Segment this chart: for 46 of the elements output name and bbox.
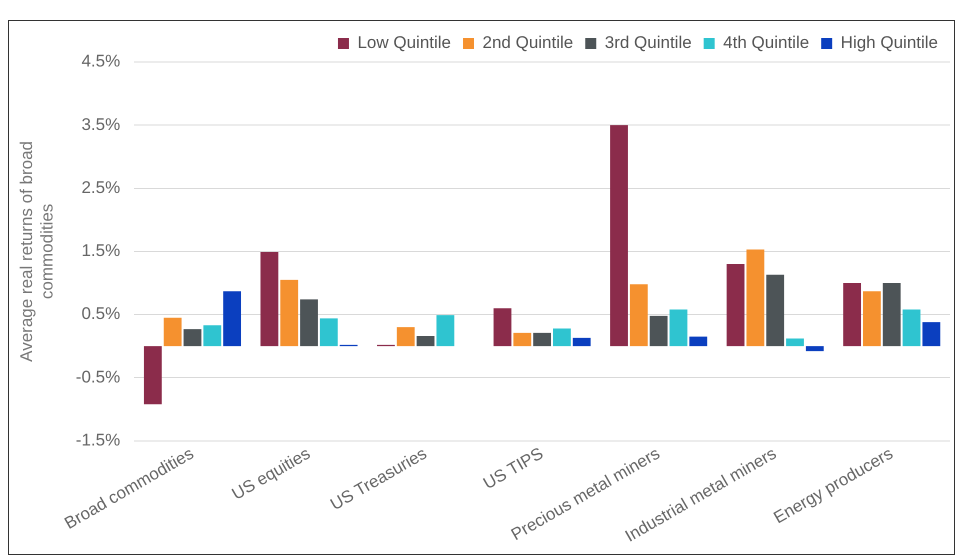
- bar: [843, 282, 862, 346]
- bar: [436, 315, 454, 346]
- legend-label: Low Quintile: [357, 33, 452, 52]
- bar: [670, 310, 688, 346]
- bar: [416, 336, 434, 346]
- bar: [689, 336, 708, 346]
- bar: [766, 274, 784, 346]
- legend-label: 3rd Quintile: [604, 33, 692, 52]
- bar: [610, 125, 628, 346]
- bar: [630, 284, 648, 346]
- legend-label: 4th Quintile: [723, 33, 810, 52]
- bar: [882, 282, 901, 346]
- y-tick-label: 0.5%: [81, 304, 120, 324]
- bar: [223, 291, 242, 346]
- legend-label: 2nd Quintile: [482, 33, 574, 52]
- bar: [494, 308, 512, 346]
- y-tick-label: -1.5%: [76, 430, 120, 450]
- bar: [902, 310, 920, 346]
- bar: [260, 252, 278, 346]
- bar: [922, 322, 940, 346]
- bar: [280, 280, 298, 346]
- bar: [396, 327, 415, 346]
- y-tick-label: -0.5%: [76, 367, 120, 386]
- y-tick-label: 1.5%: [81, 241, 120, 260]
- y-axis-title: Average real returns of broad commodities: [16, 141, 56, 362]
- x-tick-label: US TIPS: [480, 444, 546, 494]
- bar: [513, 332, 532, 346]
- y-tick-label: 3.5%: [81, 114, 120, 134]
- legend-label: High Quintile: [840, 33, 938, 52]
- bar: [184, 329, 202, 346]
- bar: [786, 338, 804, 346]
- bar: [144, 346, 162, 404]
- bar: [553, 328, 571, 346]
- bar: [650, 316, 668, 346]
- y-tick-label: 2.5%: [81, 178, 120, 197]
- bar: [533, 332, 552, 346]
- bar: [746, 250, 764, 346]
- bar: [863, 291, 881, 346]
- bar: [806, 346, 824, 352]
- bar: [203, 325, 222, 346]
- bar: [300, 299, 318, 346]
- bar: [726, 264, 744, 346]
- bar: [572, 338, 591, 346]
- bar: [320, 318, 338, 346]
- y-tick-label: 4.5%: [81, 52, 120, 71]
- bar: [164, 318, 182, 346]
